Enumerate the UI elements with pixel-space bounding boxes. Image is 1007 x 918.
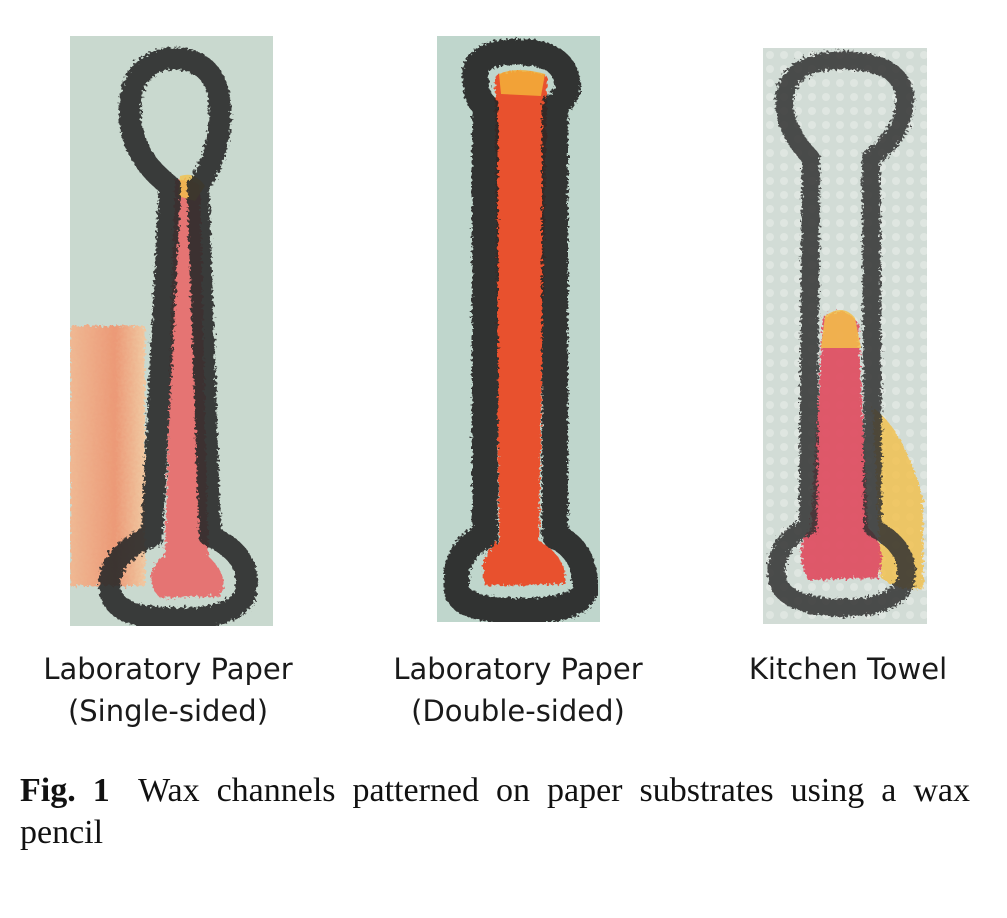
single-sided-label: Laboratory Paper (Single-sided) bbox=[18, 648, 318, 732]
kitchen-towel-label-line-1: Kitchen Towel bbox=[748, 652, 948, 686]
double-sided-label-line-1: Laboratory Paper bbox=[393, 652, 643, 686]
panel-single-sided-photo bbox=[70, 36, 273, 626]
double-sided-label-line-2: (Double-sided) bbox=[411, 694, 625, 728]
kitchen-towel-label: Kitchen Towel bbox=[728, 648, 968, 690]
double-sided-label: Laboratory Paper (Double-sided) bbox=[368, 648, 668, 732]
single-sided-label-line-2: (Single-sided) bbox=[67, 694, 269, 728]
single-sided-label-line-1: Laboratory Paper bbox=[43, 652, 293, 686]
figure-caption-text: Wax channels patterned on paper substrat… bbox=[20, 772, 971, 851]
figure-caption-label: Fig. 1 bbox=[20, 772, 110, 809]
double-sided-channel-image bbox=[437, 36, 600, 622]
kitchen-towel-channel-image bbox=[763, 48, 927, 624]
panel-double-sided-photo bbox=[437, 36, 600, 622]
panel-kitchen-towel-photo bbox=[763, 48, 927, 624]
single-sided-channel-image bbox=[70, 36, 273, 626]
figure-caption: Fig. 1 Wax channels patterned on paper s… bbox=[20, 770, 970, 854]
